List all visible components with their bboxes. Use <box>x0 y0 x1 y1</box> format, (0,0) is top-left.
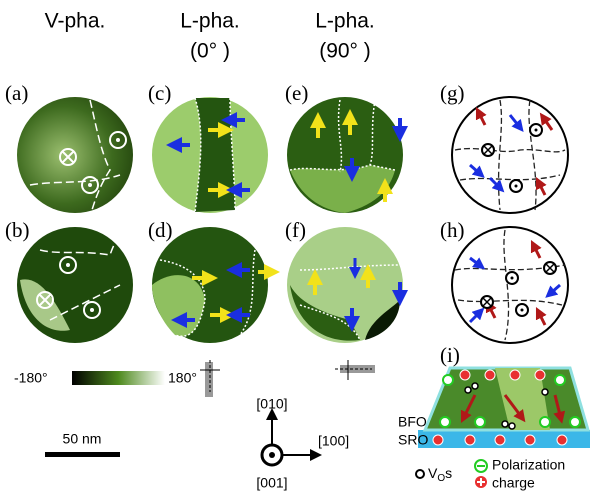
scale-bar-label: 50 nm <box>63 431 102 447</box>
figure: V-pha. L-pha. (0° ) L-pha. (90° ) (a) (b… <box>0 0 593 494</box>
panel-label: (f) <box>285 218 306 242</box>
panel-h <box>452 227 568 343</box>
colorbar-label: 180° <box>168 370 197 386</box>
panel-label: (b) <box>5 218 30 242</box>
panel-label: (i) <box>440 343 460 367</box>
legend-label: charge <box>492 475 535 491</box>
scale-bar <box>45 452 120 457</box>
header: L-pha. <box>315 10 375 33</box>
axis-label: [010] <box>256 396 287 412</box>
icon <box>200 360 375 397</box>
legend-label: VOs <box>428 465 452 484</box>
panel-d <box>152 227 268 343</box>
panel-c <box>152 97 268 213</box>
header: (0° ) <box>190 40 230 63</box>
panel-label: (d) <box>148 218 173 242</box>
axis-label: [100] <box>318 433 349 449</box>
panel-a <box>17 97 133 213</box>
layer-label: SRO <box>398 432 428 448</box>
panel-label: (g) <box>440 81 465 105</box>
panel-g <box>452 97 568 213</box>
legend-label: Polarization <box>492 457 565 473</box>
header: (90° ) <box>319 40 371 63</box>
panel-label: (a) <box>5 81 28 105</box>
colorbar <box>72 371 165 385</box>
panel-f <box>287 227 403 343</box>
header: V-pha. <box>45 10 106 33</box>
axis-label: [001] <box>256 475 287 491</box>
layer-label: BFO <box>398 414 427 430</box>
axes <box>262 418 312 465</box>
panel-label: (c) <box>148 81 171 105</box>
panel-b <box>17 227 133 343</box>
colorbar-label: -180° <box>14 370 48 386</box>
header: L-pha. <box>180 10 240 33</box>
panel-label: (h) <box>440 218 465 242</box>
panel-label: (e) <box>285 81 308 105</box>
panel-e <box>287 97 403 213</box>
legend-text: s <box>445 465 452 481</box>
